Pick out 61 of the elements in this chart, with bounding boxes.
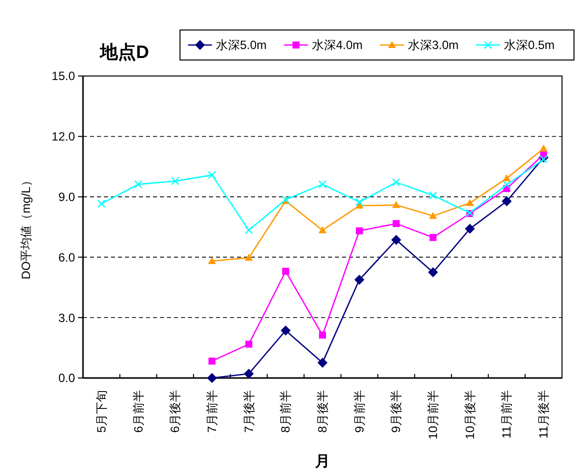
point: [539, 155, 548, 164]
point: [134, 180, 142, 188]
point: [245, 340, 252, 348]
x-tick-label: 6月前半: [131, 390, 146, 433]
point: [208, 257, 216, 264]
x-tick-label: 9月前半: [352, 390, 366, 433]
point: [318, 180, 327, 188]
point: [354, 274, 364, 285]
y-tick-label: 6.0: [58, 250, 76, 264]
point: [356, 227, 363, 234]
point: [430, 234, 437, 241]
legend-label: 水深5.0m: [216, 38, 267, 52]
point: [391, 234, 402, 245]
point: [244, 368, 254, 379]
point: [502, 196, 512, 206]
point: [280, 325, 291, 336]
point: [244, 254, 253, 261]
x-tick-label: 9月後半: [389, 390, 404, 433]
point: [428, 191, 438, 200]
point: [392, 220, 400, 228]
y-tick-label: 9.0: [58, 190, 76, 204]
point: [464, 224, 475, 234]
point: [392, 201, 400, 208]
y-tick-label: 3.0: [58, 310, 76, 325]
point: [429, 212, 438, 219]
point: [318, 226, 326, 234]
legend-label: 水深3.0m: [408, 38, 459, 52]
point: [282, 268, 290, 275]
x-tick-label: 10月前半: [426, 390, 440, 440]
point: [392, 178, 400, 186]
point: [206, 373, 217, 383]
y-axis-title: DO平均値（mg/L）: [19, 174, 33, 280]
point: [171, 176, 180, 186]
x-tick-label: 11月後半: [536, 390, 551, 438]
point: [355, 198, 364, 206]
point: [540, 144, 548, 152]
point: [97, 200, 106, 208]
x-tick-label: 11月前半: [500, 390, 514, 438]
point: [319, 332, 326, 339]
legend-label: 水深0.5m: [504, 38, 555, 52]
point: [466, 199, 474, 206]
chart-title: 地点D: [99, 42, 149, 62]
point: [208, 170, 216, 180]
x-tick-label: 5月下旬: [94, 390, 108, 433]
x-tick-label: 8月後半: [316, 390, 330, 433]
point: [428, 267, 438, 278]
point: [502, 180, 511, 189]
point: [502, 174, 511, 182]
legend-label: 水深4.0m: [312, 38, 363, 52]
y-tick-label: 12.0: [52, 130, 76, 144]
y-tick-label: 15.0: [52, 69, 76, 84]
y-tick-label: 0.0: [58, 371, 76, 386]
x-tick-label: 7月前半: [204, 390, 219, 433]
x-tick-label: 10月後半: [462, 390, 477, 440]
x-tick-label: 6月後半: [168, 390, 182, 433]
point: [318, 358, 328, 368]
x-tick-label: 7月後半: [242, 390, 256, 433]
point: [208, 358, 216, 365]
x-tick-label: 8月前半: [278, 390, 293, 433]
point: [244, 226, 253, 234]
x-axis-title: 月: [314, 453, 330, 470]
